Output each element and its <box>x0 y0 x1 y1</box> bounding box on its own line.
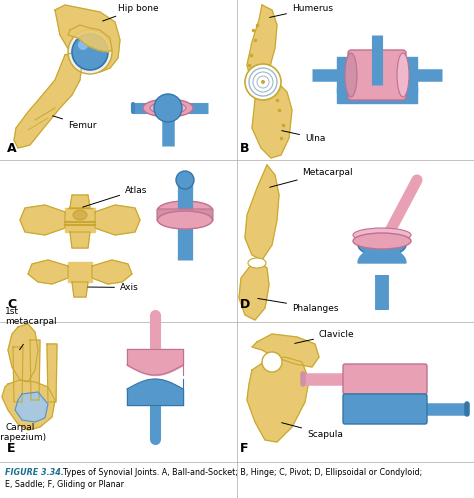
Circle shape <box>262 352 282 372</box>
Polygon shape <box>92 260 132 284</box>
Polygon shape <box>68 25 112 52</box>
Polygon shape <box>30 340 40 400</box>
Polygon shape <box>14 52 82 148</box>
Ellipse shape <box>345 53 357 97</box>
Text: Types of Synovial Joints. A, Ball-and-Socket; B, Hinge; C, Pivot; D, Ellipsoidal: Types of Synovial Joints. A, Ball-and-So… <box>58 468 422 477</box>
Polygon shape <box>70 232 90 248</box>
Polygon shape <box>15 392 48 422</box>
Ellipse shape <box>248 258 266 268</box>
Text: E: E <box>7 442 16 455</box>
Circle shape <box>245 64 281 100</box>
Polygon shape <box>28 260 68 284</box>
Text: Carpal
(trapezium): Carpal (trapezium) <box>0 423 46 442</box>
Polygon shape <box>252 78 292 158</box>
Ellipse shape <box>159 104 177 112</box>
Polygon shape <box>68 262 92 282</box>
Polygon shape <box>337 57 349 93</box>
Text: Ulna: Ulna <box>282 130 325 142</box>
Polygon shape <box>72 282 88 297</box>
Text: B: B <box>240 142 249 155</box>
Circle shape <box>68 30 112 74</box>
FancyBboxPatch shape <box>157 209 213 221</box>
Text: FIGURE 3.34.: FIGURE 3.34. <box>5 468 64 477</box>
Text: Scapula: Scapula <box>282 423 343 439</box>
Polygon shape <box>247 5 277 85</box>
Ellipse shape <box>73 210 87 220</box>
Text: Femur: Femur <box>53 116 97 129</box>
Text: A: A <box>7 142 17 155</box>
Circle shape <box>72 34 108 70</box>
Circle shape <box>154 94 182 122</box>
Polygon shape <box>20 205 65 235</box>
FancyBboxPatch shape <box>348 50 406 100</box>
Polygon shape <box>252 334 319 367</box>
Text: Phalanges: Phalanges <box>258 298 338 313</box>
Ellipse shape <box>157 211 212 229</box>
Polygon shape <box>247 357 309 442</box>
Polygon shape <box>405 57 417 93</box>
Text: Hip bone: Hip bone <box>102 3 159 21</box>
Polygon shape <box>245 165 279 260</box>
Polygon shape <box>239 262 269 320</box>
Ellipse shape <box>353 228 411 242</box>
Text: 1st
metacarpal: 1st metacarpal <box>5 307 56 326</box>
Polygon shape <box>358 248 406 263</box>
Polygon shape <box>55 5 120 72</box>
FancyBboxPatch shape <box>343 364 427 394</box>
Text: C: C <box>7 298 16 311</box>
Circle shape <box>176 171 194 189</box>
Ellipse shape <box>397 53 409 97</box>
Text: Clavicle: Clavicle <box>295 330 355 344</box>
FancyBboxPatch shape <box>343 394 427 424</box>
Text: D: D <box>240 298 250 311</box>
Polygon shape <box>47 344 57 402</box>
Polygon shape <box>2 380 55 430</box>
Text: Atlas: Atlas <box>82 185 147 207</box>
Polygon shape <box>95 205 140 235</box>
Circle shape <box>261 80 265 84</box>
Text: Metacarpal: Metacarpal <box>270 167 353 187</box>
Text: E, Saddle; F, Gliding or Planar: E, Saddle; F, Gliding or Planar <box>5 480 124 489</box>
Polygon shape <box>13 347 23 402</box>
Text: Axis: Axis <box>88 283 139 292</box>
Ellipse shape <box>150 102 186 114</box>
Ellipse shape <box>157 201 212 219</box>
Ellipse shape <box>143 99 193 117</box>
Polygon shape <box>65 208 95 232</box>
Ellipse shape <box>353 233 411 249</box>
Polygon shape <box>337 87 417 103</box>
Ellipse shape <box>358 234 406 256</box>
Text: Humerus: Humerus <box>270 3 333 17</box>
Polygon shape <box>70 195 90 208</box>
Text: F: F <box>240 442 248 455</box>
Polygon shape <box>8 324 38 382</box>
Circle shape <box>78 40 88 50</box>
